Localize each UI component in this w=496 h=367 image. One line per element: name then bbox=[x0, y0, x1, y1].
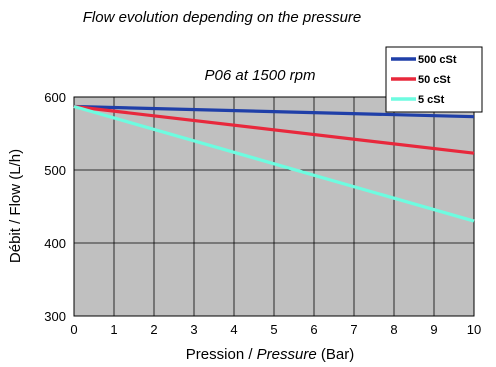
x-tick-label-7: 7 bbox=[350, 322, 357, 337]
series-line-2 bbox=[73, 104, 475, 223]
x-tick-label-9: 9 bbox=[430, 322, 437, 337]
y-tick-labels: 300 400 500 600 bbox=[44, 90, 66, 324]
x-tick-label-4: 4 bbox=[230, 322, 237, 337]
legend-label-2: 5 cSt bbox=[418, 94, 445, 106]
chart-subtitle: P06 at 1500 rpm bbox=[205, 67, 316, 84]
x-tick-label-0: 0 bbox=[70, 322, 77, 337]
x-tick-label-3: 3 bbox=[190, 322, 197, 337]
y-tick-label-2: 500 bbox=[44, 163, 66, 178]
x-tick-label-6: 6 bbox=[310, 322, 317, 337]
legend-label-1: 50 cSt bbox=[418, 74, 451, 86]
y-tick-label-0: 300 bbox=[44, 309, 66, 324]
x-tick-labels: 0 1 2 3 4 5 6 7 8 9 10 bbox=[70, 322, 481, 337]
x-tick-label-5: 5 bbox=[270, 322, 277, 337]
x-tick-label-8: 8 bbox=[390, 322, 397, 337]
x-axis-label: Pression / Pressure (Bar) bbox=[186, 346, 354, 363]
legend: 500 cSt 50 cSt 5 cSt bbox=[385, 46, 483, 113]
y-axis-label: Débit / Flow (L/h) bbox=[7, 149, 24, 263]
y-tick-label-3: 600 bbox=[44, 90, 66, 105]
chart-title: Flow evolution depending on the pressure bbox=[83, 9, 362, 26]
x-tick-label-2: 2 bbox=[150, 322, 157, 337]
x-tick-label-10: 10 bbox=[467, 322, 481, 337]
y-tick-label-1: 400 bbox=[44, 236, 66, 251]
x-tick-label-1: 1 bbox=[110, 322, 117, 337]
series-line-1 bbox=[73, 104, 475, 155]
series-lines bbox=[73, 104, 475, 223]
plot-border bbox=[73, 96, 475, 317]
series-line-0 bbox=[73, 104, 475, 119]
legend-label-0: 500 cSt bbox=[418, 54, 457, 66]
